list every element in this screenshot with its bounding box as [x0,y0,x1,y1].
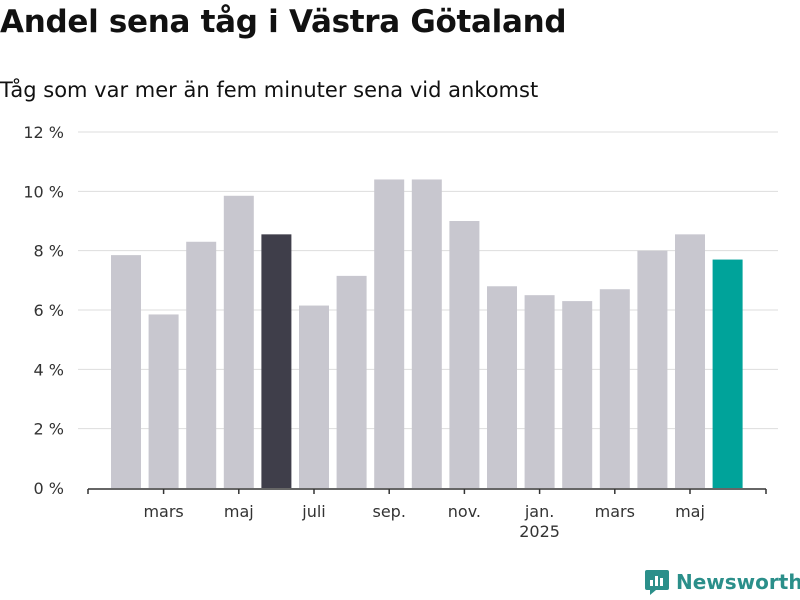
bar [449,221,480,488]
x-tick-label: sep. [372,502,405,521]
bar [336,275,367,488]
x-tick-label: mars [595,502,635,521]
chart-subtitle: Tåg som var mer än fem minuter sena vid … [0,78,539,102]
x-tick-label: nov. [448,502,481,521]
chart-title: Andel sena tåg i Västra Götaland [0,4,567,40]
bar [712,259,743,488]
bar [223,195,254,489]
y-tick-label: 12 % [23,123,64,142]
bar [411,179,442,488]
x-tick-label: juli [301,502,325,521]
x-tick-sublabel: 2025 [519,522,560,541]
bar [186,241,217,488]
y-tick-label: 4 % [34,360,64,379]
x-tick-label: mars [143,502,183,521]
bar [524,295,555,488]
bar [148,314,179,488]
bar [637,250,668,488]
y-tick-label: 10 % [23,182,64,201]
newsworthy-logo-icon [645,570,669,595]
y-tick-label: 2 % [34,420,64,439]
y-tick-label: 0 % [34,479,64,498]
x-tick-label: jan. [524,502,554,521]
bar [261,234,292,488]
y-tick-label: 8 % [34,242,64,261]
x-tick-label: maj [224,502,254,521]
bar [562,301,593,488]
bar [487,286,517,488]
bar [675,234,705,488]
newsworthy-logo: Newsworthy [644,568,800,596]
x-tick-label: maj [675,502,705,521]
bar [374,179,405,488]
bar [299,305,329,488]
y-tick-label: 6 % [34,301,64,320]
bar [599,289,630,488]
brand-name: Newsworthy [676,570,800,594]
bar [111,255,141,488]
